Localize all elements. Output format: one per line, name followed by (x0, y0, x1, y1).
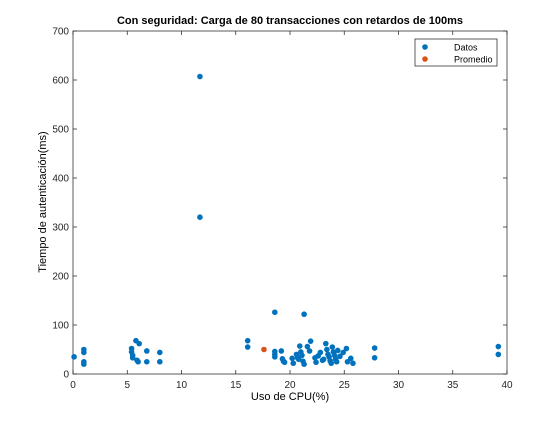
data-point (350, 360, 356, 367)
data-point (371, 345, 378, 351)
y-tick-label: 500 (52, 125, 69, 136)
data-point (306, 348, 313, 354)
series-datos (71, 73, 502, 368)
legend-marker-promedio (422, 56, 428, 62)
data-point (343, 345, 350, 352)
data-point (301, 311, 307, 318)
data-point (135, 358, 141, 365)
data-point (320, 356, 327, 363)
data-point (261, 346, 267, 353)
legend-marker-datos (422, 44, 428, 50)
data-point (299, 352, 305, 359)
data-point (81, 361, 87, 368)
data-point (495, 343, 502, 350)
x-tick-label: 10 (176, 380, 188, 391)
data-point (272, 354, 278, 360)
y-tick-label: 400 (52, 174, 69, 185)
data-point (197, 214, 203, 220)
y-tick-label: 0 (63, 370, 69, 381)
x-tick-label: 25 (339, 380, 351, 391)
y-tick-label: 200 (52, 272, 69, 283)
legend: Datos Promedio (414, 38, 498, 67)
axes-box (72, 30, 508, 375)
data-point (289, 355, 295, 362)
data-point (136, 340, 142, 347)
data-point (157, 349, 163, 356)
data-point (278, 348, 285, 354)
data-point (81, 349, 87, 356)
data-point (495, 351, 502, 358)
x-tick-label: 0 (70, 380, 76, 391)
data-point (337, 353, 343, 360)
data-point (371, 355, 378, 361)
data-point (71, 354, 77, 360)
legend-box (414, 38, 498, 67)
data-point (143, 348, 150, 354)
y-tick-label: 700 (52, 27, 69, 38)
data-point (324, 346, 330, 353)
x-axis-label: Uso de CPU(%) (251, 391, 329, 403)
data-point (290, 360, 297, 367)
data-point (333, 358, 340, 365)
data-point (307, 338, 314, 344)
data-point (244, 337, 251, 344)
legend-label-promedio: Promedio (454, 55, 493, 65)
data-point (295, 356, 302, 363)
data-point (157, 358, 163, 365)
x-tick-label: 5 (124, 380, 130, 391)
data-point (328, 360, 335, 367)
x-tick-label: 15 (230, 380, 242, 391)
data-point (347, 355, 354, 362)
data-point (304, 343, 311, 350)
chart-title: Con seguridad: Carga de 80 transacciones… (117, 15, 463, 27)
data-point (281, 359, 288, 366)
data-point (296, 343, 303, 349)
data-point (329, 344, 336, 350)
x-tick-label: 30 (393, 380, 405, 391)
legend-label-datos: Datos (454, 43, 478, 53)
y-tick-label: 100 (52, 321, 69, 332)
data-point (317, 349, 324, 356)
data-point (340, 349, 346, 356)
y-tick-label: 300 (52, 223, 69, 234)
y-tick-label: 600 (52, 76, 69, 87)
x-tick-label: 20 (284, 380, 296, 391)
data-point (197, 73, 203, 80)
y-axis-label: Tiempo de autenticación(ms) (37, 131, 49, 272)
data-point (313, 359, 319, 366)
data-point (301, 361, 307, 368)
data-point (272, 309, 278, 316)
x-tick-label: 40 (501, 380, 513, 391)
data-point (143, 358, 150, 365)
data-point (323, 340, 329, 347)
data-point (334, 347, 341, 354)
x-tick-label: 35 (447, 380, 459, 391)
data-point (129, 355, 136, 361)
data-point (244, 344, 251, 350)
series-promedio (261, 346, 267, 353)
